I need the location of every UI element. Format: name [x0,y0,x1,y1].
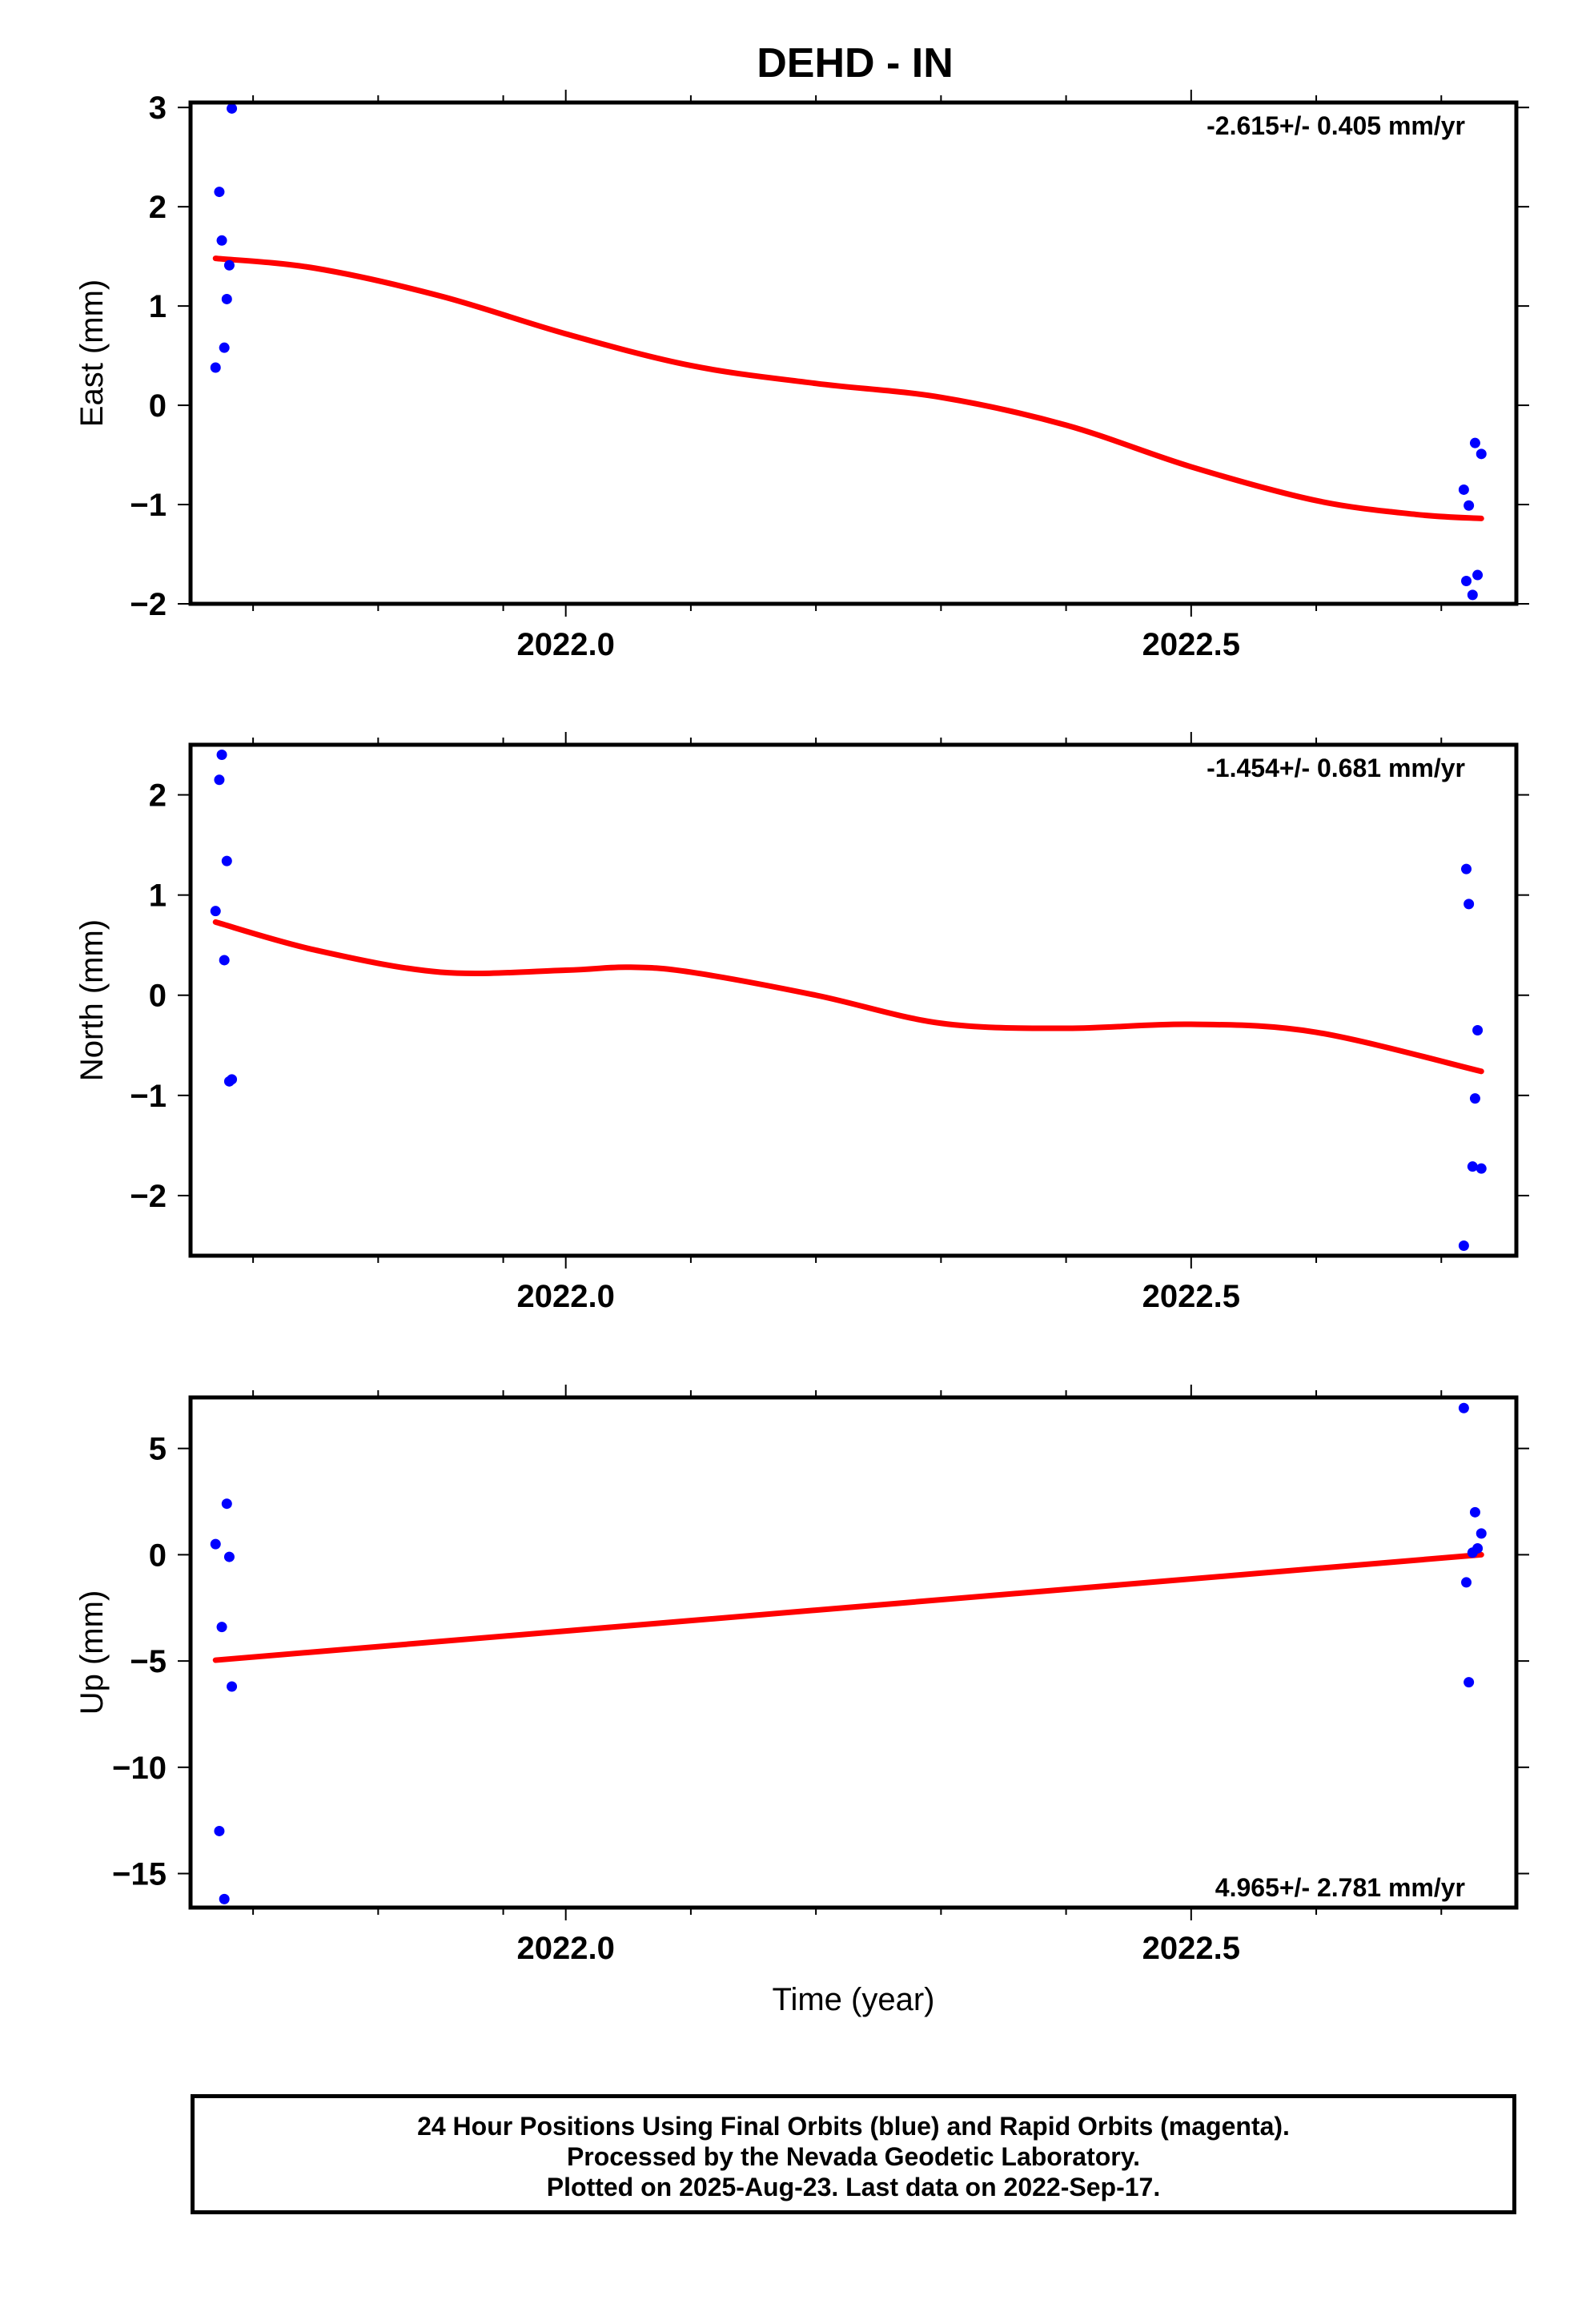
data-point [227,103,238,114]
y-tick-label: −1 [130,488,167,523]
plot-frame [188,100,1519,606]
y-tick-label: 0 [149,979,167,1014]
data-point [214,187,225,198]
data-point [1467,1161,1478,1172]
y-tick-label: −10 [112,1751,167,1786]
rate-annotation: -1.454+/- 0.681 mm/yr [1207,754,1465,782]
up-panel: 2022.0 2022.5 −15 −10 −5 0 5 Up (mm) 4.965+/- 2.… [74,1385,1529,1966]
plot-frame [188,1395,1519,1910]
y-tick-label: −15 [112,1857,167,1892]
x-tick-label: 2022.0 [517,1279,615,1314]
data-point [219,342,230,353]
footer-caption-box: 24 Hour Positions Using Final Orbits (bl… [191,2094,1516,2214]
data-point [1469,437,1480,448]
data-point [1458,1240,1469,1251]
data-point [216,750,227,761]
data-point [1476,1163,1487,1174]
y-tick-label: −2 [130,1179,167,1214]
rate-annotation: 4.965+/- 2.781 mm/yr [1215,1873,1465,1902]
data-point [1461,1577,1472,1588]
fit-curve [212,255,1484,521]
data-point [1467,589,1478,601]
y-tick-label: 1 [149,879,167,914]
figure-title: DEHD - IN [757,40,954,86]
data-point [1469,1093,1480,1104]
data-point [223,259,235,271]
y-tick-label: 2 [149,190,167,225]
y-tick-label: −2 [130,587,167,622]
data-point [1472,1542,1484,1554]
x-tick-label: 2022.5 [1142,1279,1240,1314]
y-tick-label: 0 [149,388,167,424]
y-axis-label: East (mm) [74,279,110,427]
rate-annotation: -2.615+/- 0.405 mm/yr [1207,111,1465,140]
data-point [210,362,221,373]
data-point [1458,484,1469,495]
data-point [219,1893,230,1904]
fit-curve [212,1551,1484,1663]
x-axis-label: Time (year) [773,1982,935,2017]
data-point [214,1825,225,1836]
y-tick-label: 3 [149,90,167,126]
y-tick-label: 5 [149,1432,167,1467]
data-point [221,855,232,866]
data-point [1464,1677,1475,1688]
x-tick-label: 2022.0 [517,627,615,662]
data-point [1476,1528,1487,1539]
data-point [214,774,225,786]
data-point [1476,448,1487,460]
data-point [1469,1506,1480,1518]
data-point [227,1074,238,1085]
x-tick-label: 2022.0 [517,1931,615,1966]
footer-line-3: Plotted on 2025-Aug-23. Last data on 202… [546,2173,1161,2201]
east-panel: 2022.0 2022.5 −2 −1 0 1 2 3 East (mm) -2.615+/- 0… [74,90,1529,662]
data-point [221,293,232,304]
data-point [216,235,227,246]
x-tick-label: 2022.5 [1142,1931,1240,1966]
y-tick-label: 2 [149,778,167,814]
y-tick-label: −5 [130,1644,167,1679]
plot-frame [188,742,1519,1258]
data-point [1458,1402,1469,1413]
fit-curve [212,919,1484,1075]
data-point [210,1538,221,1550]
x-tick-label: 2022.5 [1142,627,1240,662]
footer-line-2: Processed by the Nevada Geodetic Laborat… [566,2142,1141,2171]
y-axis-label: Up (mm) [74,1590,110,1715]
data-point [219,955,230,966]
footer-line-1: 24 Hour Positions Using Final Orbits (bl… [417,2112,1290,2141]
y-axis-label: North (mm) [74,919,110,1081]
data-point [1464,899,1475,910]
north-panel: 2022.0 2022.5 −2 −1 0 1 2 North (mm) -1.454+/- 0… [74,732,1529,1314]
y-tick-label: −1 [130,1079,167,1114]
y-tick-label: 1 [149,289,167,324]
y-tick-label: 0 [149,1538,167,1573]
data-point [221,1498,232,1510]
data-point [1472,569,1484,581]
data-point [1472,1025,1484,1036]
data-point [216,1622,227,1633]
data-point [210,906,221,917]
data-point [223,1551,235,1562]
data-point [1461,863,1472,875]
data-point [227,1681,238,1692]
data-point [1461,575,1472,586]
data-point [1464,500,1475,511]
